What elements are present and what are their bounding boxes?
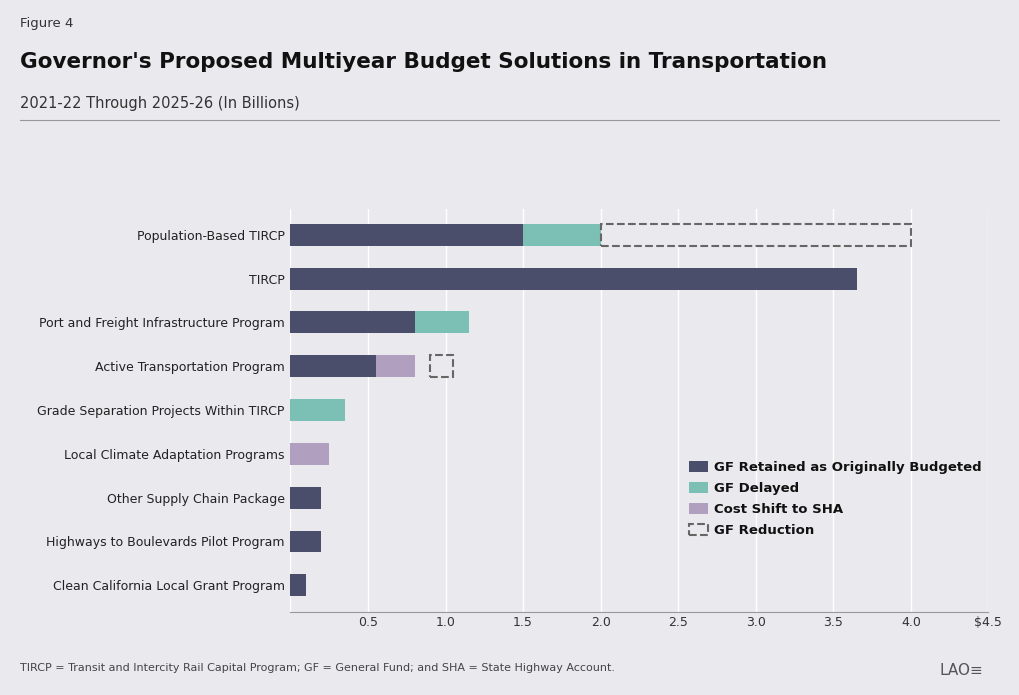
- Text: TIRCP = Transit and Intercity Rail Capital Program; GF = General Fund; and SHA =: TIRCP = Transit and Intercity Rail Capit…: [20, 663, 615, 673]
- Bar: [290, 224, 523, 246]
- Bar: [290, 311, 415, 334]
- Bar: [430, 355, 453, 377]
- Text: LAO≡: LAO≡: [940, 662, 983, 678]
- Text: Governor's Proposed Multiyear Budget Solutions in Transportation: Governor's Proposed Multiyear Budget Sol…: [20, 52, 827, 72]
- Bar: [376, 355, 415, 377]
- Bar: [290, 443, 329, 465]
- Bar: [523, 224, 600, 246]
- Bar: [290, 486, 321, 509]
- Bar: [600, 224, 911, 246]
- Bar: [290, 355, 376, 377]
- Bar: [290, 268, 857, 290]
- Text: 2021-22 Through 2025-26 (In Billions): 2021-22 Through 2025-26 (In Billions): [20, 96, 301, 111]
- Bar: [290, 399, 344, 421]
- Legend: GF Retained as Originally Budgeted, GF Delayed, Cost Shift to SHA, GF Reduction: GF Retained as Originally Budgeted, GF D…: [689, 461, 982, 537]
- Text: Figure 4: Figure 4: [20, 17, 73, 31]
- Bar: [290, 530, 321, 553]
- Bar: [290, 574, 306, 596]
- Bar: [415, 311, 469, 334]
